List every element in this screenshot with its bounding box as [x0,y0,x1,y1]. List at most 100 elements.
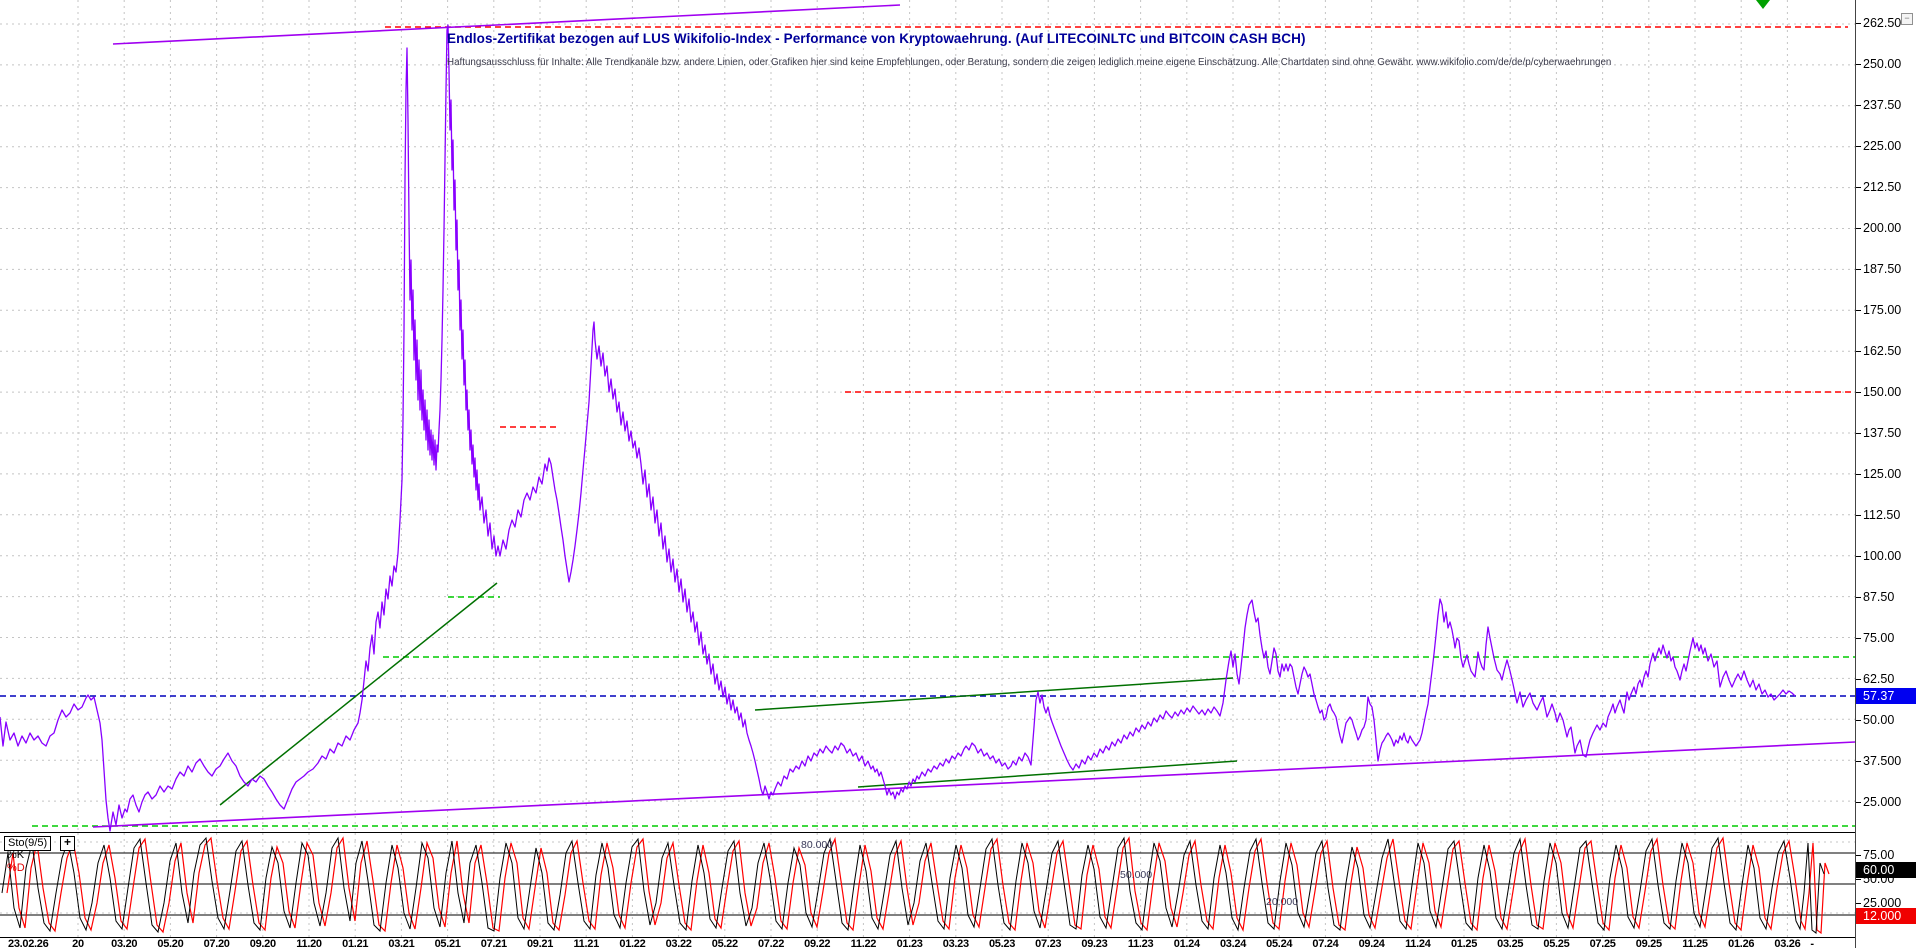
y-axis-label: 87.50 [1863,590,1895,604]
x-axis-label: 09.25 [1635,938,1662,948]
x-axis-label: 01.21 [342,938,369,948]
x-axis-label: 07.25 [1589,938,1616,948]
y-axis-label: 162.50 [1863,344,1902,358]
y-axis-label: 187.50 [1863,262,1902,276]
y-axis-tick [1856,903,1861,904]
x-axis-label: 01.26 [1728,938,1755,948]
x-axis-label: 01.24 [1173,938,1200,948]
x-axis-label: 01.23 [896,938,923,948]
stoch-level-label: 50.000 [1120,869,1153,881]
x-axis-label: 05.25 [1543,938,1570,948]
y-axis-tick [1856,802,1861,803]
collapse-axis-button[interactable]: − [1901,13,1913,25]
stoch-k-line [1,836,1825,934]
x-axis-label: 01.22 [619,938,646,948]
x-axis-label: 07.21 [480,938,507,948]
chart-title: Endlos-Zertifikat bezogen auf LUS Wikifo… [447,31,1306,46]
x-axis-label: 05.23 [988,938,1016,948]
stoch-level-label: 20.000 [1266,896,1299,908]
x-axis-label: 23.02.26 [8,938,49,948]
k-value-chip: 60.00 [1856,862,1916,878]
y-axis-label: 225.00 [1863,139,1902,153]
x-axis-label: 05.22 [711,938,738,948]
green-uptrend-2021 [219,582,498,806]
y-axis-tick [1856,310,1861,311]
y-axis-label: 75.00 [1863,848,1895,862]
y-axis-tick [1856,515,1861,516]
y-axis-tick [1856,228,1861,229]
x-axis-label: 03.21 [388,938,415,948]
y-axis-tick [1856,638,1861,639]
y-axis-label: 50.00 [1863,713,1895,727]
x-axis-label: 03.24 [1219,938,1247,948]
x-axis-label: 03.22 [665,938,692,948]
stochastic-pane[interactable] [0,833,1856,937]
alert-marker-icon [1756,0,1770,9]
y-axis-label: 25.000 [1863,795,1902,809]
y-axis-tick [1856,597,1861,598]
x-axis-label: 09.20 [249,938,276,948]
x-axis-label: 07.23 [1035,938,1062,948]
x-axis-label: 03.25 [1497,938,1524,948]
y-axis-label: 112.50 [1863,508,1901,522]
y-axis-tick [1856,187,1861,188]
y-axis-label: 212.50 [1863,180,1902,194]
date-axis[interactable]: 23.02.26 20 03.20 05.20 07.20 09.20 11.20 01.21… [0,938,1856,948]
y-axis-tick [1856,23,1861,24]
stochastic-settings-button[interactable]: Sto(9/5) [4,836,52,851]
x-axis-label: 11.20 [296,938,322,948]
y-axis-label: 200.00 [1863,221,1902,235]
y-axis-label: 125.00 [1863,467,1902,481]
y-axis-label: 262.50 [1863,16,1902,30]
stochastic-canvas[interactable] [0,833,1856,937]
y-axis-label: 150.00 [1863,385,1902,399]
x-axis-label: 09.22 [804,938,831,948]
x-axis-label: 07.22 [757,938,785,948]
y-axis-tick [1856,351,1861,352]
current-price-chip: 57.37 [1856,688,1916,704]
y-axis-label: 25.000 [1863,896,1902,910]
main-price-pane[interactable] [0,0,1856,832]
pane-separator [0,832,1856,833]
x-axis-label: 05.20 [157,938,184,948]
y-axis-label: 137.50 [1863,426,1902,440]
x-axis-label: 03.23 [942,938,969,948]
y-axis-tick [1856,679,1861,680]
y-axis-tick [1856,105,1861,106]
right-price-axis[interactable]: 262.50 250.00 237.50 225.00 212.50 200.00 187.… [1856,0,1916,948]
y-axis-tick [1856,720,1861,721]
x-axis-label: 07.20 [203,938,230,948]
add-indicator-button[interactable]: + [60,836,75,851]
x-axis-label: 11.24 [1405,938,1431,948]
y-axis-tick [1856,556,1861,557]
y-axis-tick [1856,879,1861,880]
d-value-chip: 12.000 [1856,908,1916,924]
x-axis-label: 05.21 [434,938,461,948]
y-axis-tick [1856,269,1861,270]
y-axis-tick [1856,761,1861,762]
green-lower-mid [857,760,1238,788]
y-axis-tick [1856,392,1861,393]
y-axis-tick [1856,433,1861,434]
y-axis-tick [1856,64,1861,65]
y-axis-label: 37.500 [1863,754,1902,768]
upper-purple-channel [112,4,901,45]
y-axis-tick [1856,474,1861,475]
stoch-level-label: 80.000 [801,839,834,851]
x-axis-label: 11.23 [1127,938,1154,948]
stoch-d-line [6,836,1830,935]
x-axis-label: 03.26 [1774,938,1801,948]
price-line [0,24,1796,832]
x-axis-label: 07.24 [1312,938,1339,948]
y-axis-label: 100.00 [1863,549,1902,563]
y-axis-label: 250.00 [1863,57,1902,71]
x-axis-label: 09.23 [1081,938,1108,948]
price-chart-canvas[interactable] [0,0,1856,832]
y-axis-label: 75.00 [1863,631,1895,645]
y-axis-label: 62.50 [1863,672,1895,686]
x-axis-label: 11.22 [850,938,877,948]
y-axis-label: 175.00 [1863,303,1902,317]
axis-separator [0,937,1856,938]
percent-k-label: %K [7,849,25,861]
